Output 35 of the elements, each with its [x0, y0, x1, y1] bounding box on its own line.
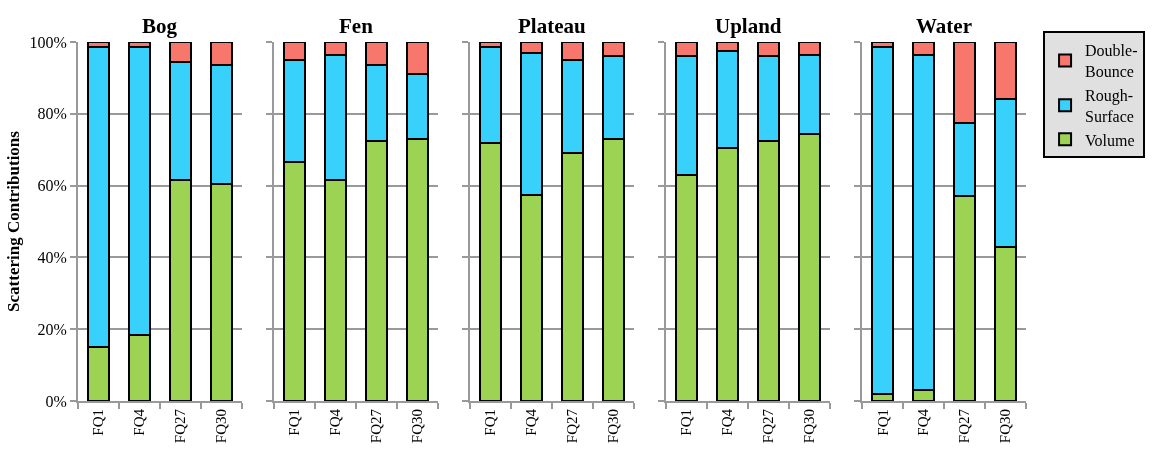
chart-title: Upland [715, 14, 782, 38]
legend-label: Double-Bounce [1085, 42, 1138, 81]
y-tick-label: 20% [37, 320, 67, 338]
y-tick-label: 100% [29, 33, 67, 51]
x-tick-label: FQ1 [482, 409, 499, 436]
y-tick-label: 40% [37, 249, 67, 266]
x-tick-label: FQ27 [956, 408, 973, 444]
x-tick-label: FQ27 [760, 408, 777, 444]
x-tick-label: FQ4 [915, 408, 932, 436]
chart-title: Fen [339, 14, 374, 38]
x-tick-label: FQ4 [523, 408, 540, 436]
x-tick-label: FQ30 [213, 409, 230, 444]
y-tick-label: 0% [45, 392, 67, 410]
chart-title: Bog [142, 14, 178, 38]
x-tick-label: FQ4 [131, 408, 148, 436]
x-tick-label: FQ1 [286, 409, 303, 436]
legend-label: Volume [1085, 131, 1135, 149]
x-tick-label: FQ27 [368, 408, 385, 444]
legend-label: Rough-Surface [1085, 86, 1134, 125]
chart-title: Plateau [518, 14, 586, 38]
x-tick-label: FQ30 [605, 409, 622, 444]
y-tick-label: 80% [37, 105, 67, 123]
x-tick-label: FQ4 [327, 408, 344, 436]
x-tick-label: FQ30 [997, 409, 1014, 444]
x-tick-label: FQ30 [801, 409, 818, 444]
y-axis-title: Scattering Contributions [3, 130, 23, 312]
x-tick-label: FQ4 [719, 408, 736, 436]
x-tick-label: FQ1 [678, 409, 695, 436]
x-tick-label: FQ1 [90, 409, 107, 436]
x-tick-label: FQ27 [564, 408, 581, 444]
y-tick-label: 60% [37, 177, 67, 195]
chart-title: Water [916, 14, 972, 38]
x-tick-label: FQ30 [409, 409, 426, 444]
x-tick-label: FQ1 [874, 409, 891, 436]
x-tick-label: FQ27 [172, 408, 189, 444]
